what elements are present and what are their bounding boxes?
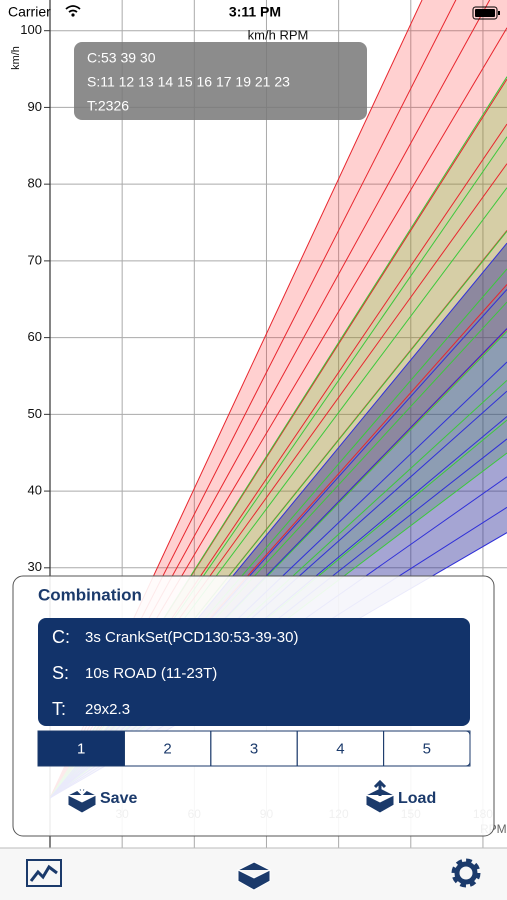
segment-label: 1 <box>77 740 85 757</box>
clock: 3:11 PM <box>229 4 281 20</box>
save-button[interactable]: Save <box>66 782 137 814</box>
wifi-dot <box>71 13 75 17</box>
tab-combination[interactable] <box>236 861 272 891</box>
wifi-icon <box>65 5 81 13</box>
load-button[interactable]: Load <box>364 779 436 814</box>
battery-tip <box>498 11 500 15</box>
segment-label: 3 <box>250 740 258 757</box>
row-key: C: <box>52 627 70 647</box>
combination-rows: C: 3s CrankSet(PCD130:53-39-30) S: 10s ROAD… <box>52 627 298 719</box>
segment-label: 4 <box>336 740 344 757</box>
row-value: 3s CrankSet(PCD130:53-39-30) <box>85 629 298 646</box>
load-arrow <box>373 779 387 796</box>
segment[interactable] <box>37 730 125 767</box>
gear-body <box>454 861 478 885</box>
info-box <box>74 42 367 120</box>
tab-chart-icon <box>29 864 58 882</box>
row-key: T: <box>52 699 66 719</box>
segment-label: 2 <box>163 740 171 757</box>
row-value: 10s ROAD (11-23T) <box>85 665 217 682</box>
tab-chart-frame <box>26 859 62 887</box>
segment-label: 5 <box>423 740 431 757</box>
y-axis-label: km/h <box>10 46 22 70</box>
top-label: km/h RPM <box>248 27 309 42</box>
y-tick-label: 80 <box>28 176 42 191</box>
tab-settings[interactable] <box>451 858 481 888</box>
panel-title: Combination <box>38 585 142 604</box>
info-lines: C:53 39 30 S:11 12 13 14 15 16 17 19 21 2… <box>87 50 290 114</box>
combination-box[interactable] <box>38 618 470 726</box>
tab-bar <box>0 848 507 900</box>
tab-chart[interactable] <box>26 859 62 887</box>
info-line: C:53 39 30 <box>87 50 156 66</box>
segmented-control: 1 2 3 4 5 <box>37 730 471 767</box>
y-tick-label: 40 <box>28 483 42 498</box>
info-line: S:11 12 13 14 15 16 17 19 21 23 <box>87 74 290 90</box>
load-label: Load <box>398 790 436 807</box>
carrier: Carrier <box>8 4 51 20</box>
y-tick-label: 70 <box>28 252 42 267</box>
y-tick-label: 60 <box>28 329 42 344</box>
y-tick-label: 50 <box>28 406 42 421</box>
y-tick-label: 100 <box>20 22 42 37</box>
save-label: Save <box>100 790 137 807</box>
segment[interactable] <box>383 730 471 767</box>
gear-range-fill <box>50 76 507 798</box>
row-value: 29x2.3 <box>85 701 130 718</box>
row-key: S: <box>52 663 69 683</box>
battery-level <box>475 9 495 17</box>
info-line: T:2326 <box>87 98 129 114</box>
save-arrow <box>76 782 88 796</box>
y-tick-label: 30 <box>28 559 42 574</box>
y-tick-label: 90 <box>28 99 42 114</box>
load-icon <box>364 787 396 814</box>
battery <box>472 6 498 20</box>
